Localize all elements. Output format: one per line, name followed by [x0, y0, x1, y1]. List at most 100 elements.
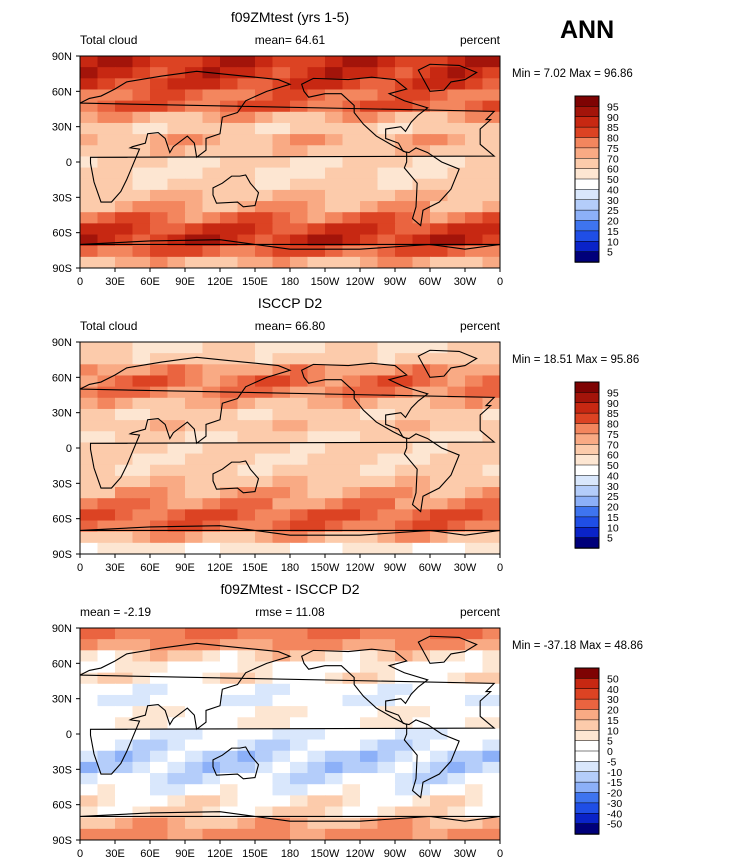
- cloud-cell: [150, 487, 169, 499]
- colorbar-label: 15: [607, 512, 619, 524]
- cloud-cell: [307, 397, 326, 410]
- cloud-cell: [115, 817, 134, 830]
- x-tick-label: 60E: [140, 848, 160, 860]
- coastline-4: [80, 525, 500, 536]
- cloud-cell: [132, 509, 151, 522]
- cloud-cell: [115, 773, 134, 785]
- cloud-cell: [395, 498, 414, 510]
- cloud-cell: [185, 639, 204, 651]
- cloud-cell: [342, 156, 361, 169]
- cloud-cell: [465, 134, 484, 146]
- cloud-cell: [360, 520, 379, 533]
- cloud-cell: [395, 111, 414, 124]
- cloud-cell: [412, 223, 431, 236]
- cloud-cell: [465, 817, 484, 830]
- cloud-cell: [342, 100, 361, 113]
- cloud-cell: [395, 245, 414, 258]
- coastline-4: [80, 239, 500, 250]
- cloud-cell: [97, 739, 116, 752]
- cloud-cell: [202, 212, 221, 224]
- cloud-cell: [220, 167, 239, 180]
- cloud-cell: [482, 487, 500, 499]
- cloud-cell: [237, 245, 256, 258]
- cloud-cell: [325, 487, 344, 499]
- cloud-cell: [307, 78, 326, 91]
- cloud-cell: [150, 672, 169, 685]
- colorbar-label: 75: [607, 429, 619, 441]
- cloud-cell: [465, 156, 484, 169]
- cloud-cell: [465, 806, 484, 819]
- cloud-cell: [325, 795, 344, 808]
- cloud-cell: [237, 784, 256, 796]
- cloud-cell: [465, 661, 484, 674]
- cloud-cell: [202, 750, 221, 763]
- x-tick-label: 120W: [346, 848, 375, 860]
- cloud-cell: [465, 639, 484, 651]
- cloud-cell: [237, 145, 256, 158]
- cloud-cell: [447, 212, 466, 224]
- cloud-cell: [430, 650, 449, 663]
- cloud-cell: [290, 542, 309, 554]
- cloud-cell: [482, 683, 500, 696]
- cloud-cell: [115, 145, 134, 158]
- colorbar-label: 70: [607, 153, 619, 165]
- cloud-cell: [80, 531, 99, 544]
- cloud-cell: [430, 134, 449, 146]
- cloud-cell: [307, 145, 326, 158]
- cloud-cell: [80, 717, 99, 730]
- cloud-cell: [167, 145, 186, 158]
- cloud-cell: [272, 234, 291, 247]
- coastline-1: [300, 648, 460, 799]
- cloud-cell: [430, 739, 449, 752]
- cloud-cell: [80, 189, 99, 202]
- cloud-cell: [115, 717, 134, 730]
- cloud-cell: [220, 817, 239, 830]
- panel-title: f09ZMtest - ISCCP D2: [220, 581, 359, 597]
- cloud-cell: [97, 78, 116, 91]
- cloud-cell: [465, 531, 484, 544]
- cloud-cell: [342, 828, 361, 840]
- cloud-cell: [132, 683, 151, 696]
- cloud-cell: [272, 167, 291, 180]
- cloud-cell: [342, 739, 361, 752]
- cloud-cell: [97, 178, 116, 191]
- cloud-cell: [255, 828, 274, 840]
- cloud-cell: [395, 397, 414, 410]
- colorbar-box: [574, 781, 600, 794]
- cloud-cell: [97, 145, 116, 158]
- cloud-cell: [220, 442, 239, 455]
- cloud-cell: [115, 828, 134, 840]
- cloud-cell: [202, 167, 221, 180]
- colorbar-box: [574, 381, 600, 394]
- cloud-cell: [412, 750, 431, 763]
- cloud-cell: [97, 408, 116, 421]
- cloud-cell: [430, 694, 449, 707]
- cloud-cell: [465, 67, 484, 79]
- x-tick-label: 60E: [140, 562, 160, 574]
- cloud-cell: [97, 134, 116, 146]
- cloud-cell: [80, 256, 99, 268]
- cloud-cell: [465, 386, 484, 399]
- colorbar-box: [574, 209, 600, 222]
- cloud-cell: [237, 498, 256, 510]
- cloud-cell: [202, 773, 221, 785]
- cloud-cell: [465, 189, 484, 202]
- cloud-cell: [237, 56, 256, 68]
- cloud-cell: [325, 806, 344, 819]
- cloud-cell: [412, 487, 431, 499]
- cloud-cell: [307, 353, 326, 365]
- cloud-cell: [482, 397, 500, 410]
- cloud-cell: [290, 728, 309, 741]
- cloud-cell: [115, 223, 134, 236]
- cloud-cell: [412, 201, 431, 213]
- cloud-cell: [465, 773, 484, 785]
- cloud-cell: [220, 661, 239, 674]
- cloud-cell: [255, 234, 274, 247]
- cloud-cell: [150, 122, 169, 135]
- cloud-cell: [272, 189, 291, 202]
- cloud-cell: [97, 817, 116, 830]
- cloud-cell: [80, 728, 99, 741]
- cloud-cell: [360, 256, 379, 268]
- cloud-cell: [482, 78, 500, 91]
- cloud-cell: [80, 509, 99, 522]
